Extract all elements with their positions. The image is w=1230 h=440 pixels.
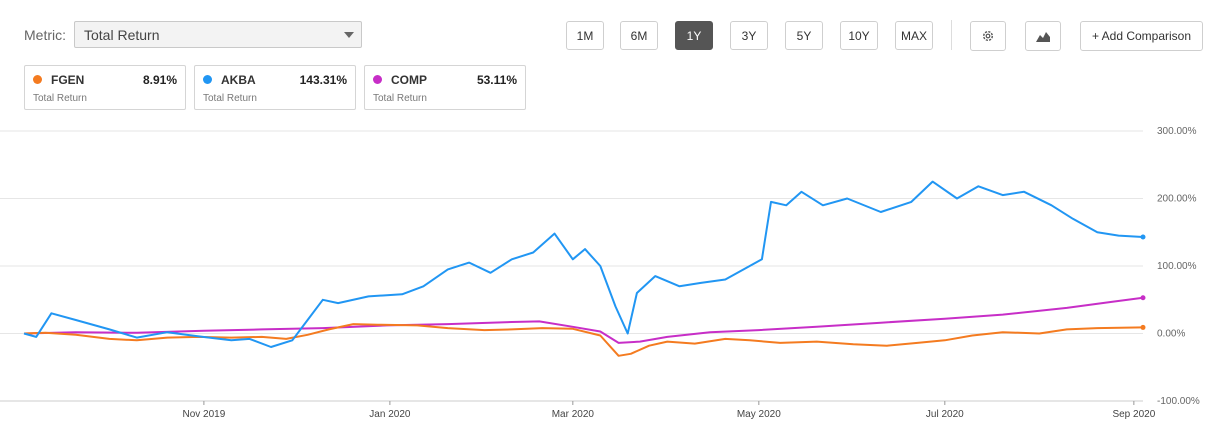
metric-dropdown[interactable]: Total Return bbox=[74, 21, 362, 48]
range-button-3y[interactable]: 3Y bbox=[730, 21, 768, 50]
legend-card-akba[interactable]: AKBA 143.31% Total Return bbox=[194, 65, 356, 110]
range-button-10y[interactable]: 10Y bbox=[840, 21, 878, 50]
range-button-max[interactable]: MAX bbox=[895, 21, 933, 50]
series-line-akba bbox=[23, 180, 1144, 348]
legend-sublabel: Total Return bbox=[203, 93, 257, 104]
legend-symbol: COMP bbox=[391, 73, 427, 87]
x-tick-label: Jan 2020 bbox=[369, 409, 411, 420]
range-button-1m[interactable]: 1M bbox=[566, 21, 604, 50]
legend-card-comp[interactable]: COMP 53.11% Total Return bbox=[364, 65, 526, 110]
range-button-6m[interactable]: 6M bbox=[620, 21, 658, 50]
chart-type-button[interactable] bbox=[1025, 21, 1061, 51]
y-tick-label: 0.00% bbox=[1157, 329, 1185, 340]
series-line-comp bbox=[23, 296, 1144, 344]
legend-value: 143.31% bbox=[299, 73, 347, 87]
mountain-chart-icon bbox=[1036, 32, 1050, 42]
metric-dropdown-value: Total Return bbox=[84, 27, 160, 43]
range-button-1y[interactable]: 1Y bbox=[675, 21, 713, 50]
x-tick-label: Nov 2019 bbox=[182, 409, 225, 420]
chevron-down-icon bbox=[344, 32, 354, 38]
legend-sublabel: Total Return bbox=[373, 93, 427, 104]
y-tick-label: 100.00% bbox=[1157, 261, 1197, 272]
legend-value: 53.11% bbox=[476, 73, 517, 87]
legend-sublabel: Total Return bbox=[33, 93, 87, 104]
series-endpoint-fgen bbox=[1140, 324, 1146, 330]
settings-button[interactable] bbox=[970, 21, 1006, 51]
y-tick-label: -100.00% bbox=[1157, 396, 1200, 407]
series-color-dot bbox=[203, 75, 212, 84]
total-return-chart[interactable]: 300.00% 200.00% 100.00% 0.00% -100.00% Nov 20… bbox=[0, 120, 1230, 440]
gear-icon bbox=[982, 30, 994, 42]
range-button-5y[interactable]: 5Y bbox=[785, 21, 823, 50]
x-tick-label: Jul 2020 bbox=[926, 409, 964, 420]
y-tick-label: 300.00% bbox=[1157, 126, 1197, 137]
legend-symbol: AKBA bbox=[221, 73, 256, 87]
toolbar-divider bbox=[951, 20, 952, 50]
x-tick-label: Sep 2020 bbox=[1112, 409, 1155, 420]
add-comparison-button[interactable]: + Add Comparison bbox=[1080, 21, 1203, 51]
legend-value: 8.91% bbox=[142, 73, 177, 87]
x-tick-label: Mar 2020 bbox=[552, 409, 595, 420]
series-endpoint-akba bbox=[1140, 234, 1146, 240]
series-color-dot bbox=[33, 75, 42, 84]
x-tick-label: May 2020 bbox=[737, 409, 781, 420]
y-tick-label: 200.00% bbox=[1157, 194, 1197, 205]
series-endpoint-comp bbox=[1140, 295, 1146, 301]
metric-label: Metric: bbox=[24, 27, 66, 43]
series-color-dot bbox=[373, 75, 382, 84]
legend-card-fgen[interactable]: FGEN 8.91% Total Return bbox=[24, 65, 186, 110]
legend-symbol: FGEN bbox=[51, 73, 85, 87]
